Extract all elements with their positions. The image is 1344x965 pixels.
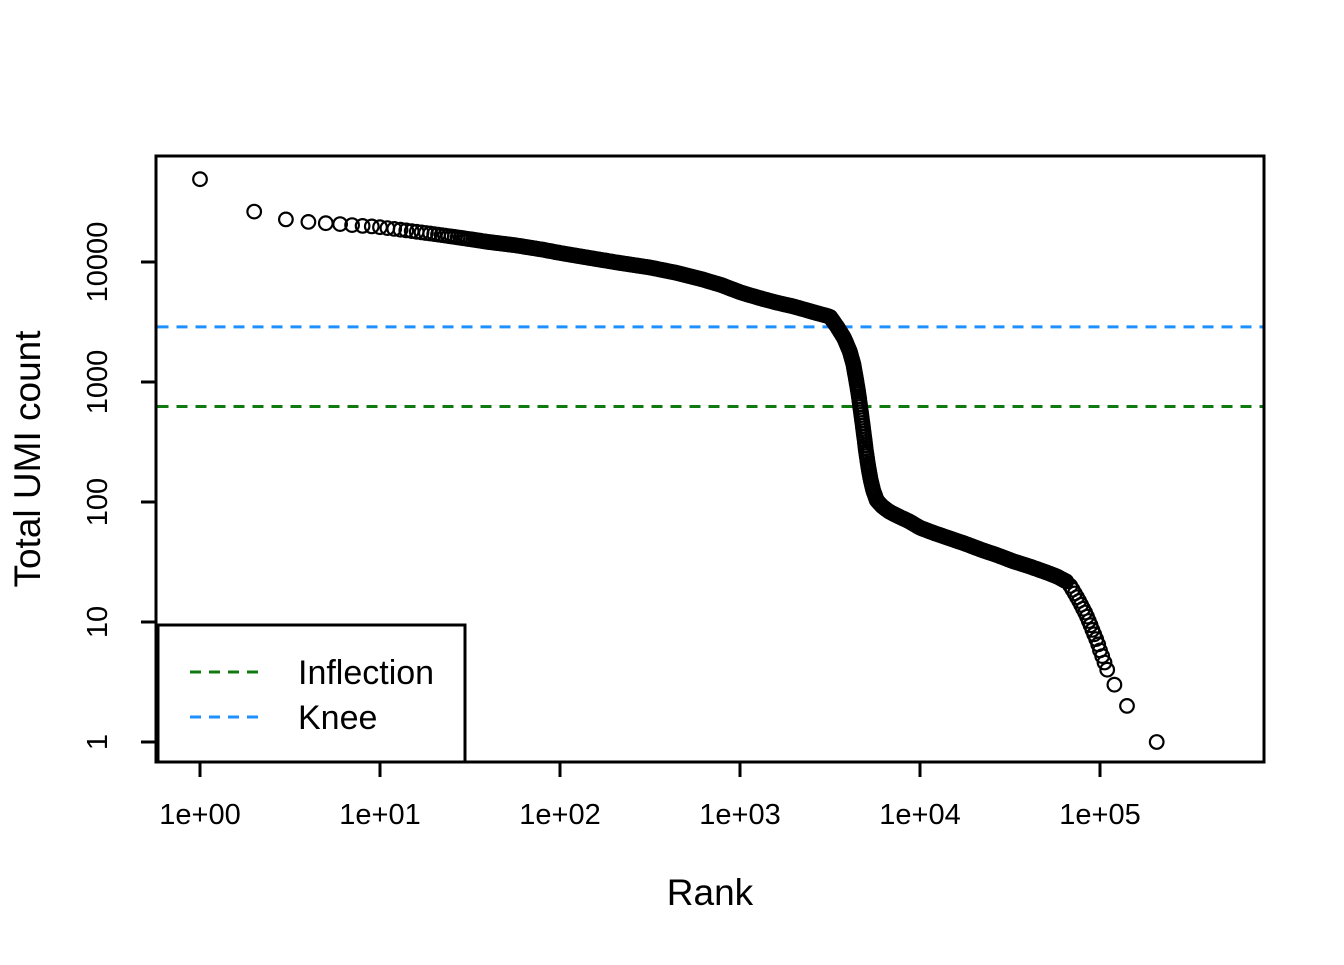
data-point bbox=[386, 220, 403, 237]
y-tick-label: 10 bbox=[82, 606, 114, 638]
y-axis-label: Total UMI count bbox=[7, 330, 48, 588]
reference-lines bbox=[157, 325, 1263, 408]
data-point bbox=[1106, 676, 1123, 693]
data-point bbox=[246, 203, 263, 220]
data-point bbox=[332, 216, 349, 233]
data-point bbox=[317, 215, 334, 232]
data-point bbox=[363, 218, 380, 235]
data-point bbox=[398, 222, 415, 239]
legend-box bbox=[156, 623, 467, 764]
x-tick-label: 1e+02 bbox=[519, 799, 600, 831]
legend-label-knee: Knee bbox=[298, 699, 377, 737]
data-point bbox=[1148, 734, 1165, 750]
legend: Inflection Knee bbox=[156, 623, 467, 764]
y-tick-label: 1 bbox=[82, 734, 114, 750]
x-tick-label: 1e+00 bbox=[159, 799, 240, 831]
x-tick-label: 1e+01 bbox=[339, 799, 420, 831]
x-tick-label: 1e+05 bbox=[1059, 799, 1140, 831]
plot-area-border bbox=[154, 154, 1266, 764]
legend-label-inflection: Inflection bbox=[298, 654, 434, 692]
data-point bbox=[278, 211, 294, 228]
data-point bbox=[192, 171, 208, 188]
x-tick-label: 1e+03 bbox=[699, 799, 780, 831]
y-axis: 1 10 100 1000 10000 bbox=[82, 222, 156, 750]
data-point bbox=[392, 221, 409, 238]
data-point bbox=[1096, 654, 1113, 671]
x-axis: 1e+00 1e+01 1e+02 1e+03 1e+04 1e+05 bbox=[159, 762, 1141, 831]
data-point bbox=[1119, 698, 1135, 714]
y-tick-label: 10000 bbox=[82, 222, 114, 303]
data-point bbox=[300, 213, 317, 230]
x-tick-label: 1e+04 bbox=[879, 799, 960, 831]
data-point bbox=[354, 217, 371, 234]
x-axis-label: Rank bbox=[667, 872, 754, 913]
y-tick-label: 100 bbox=[82, 478, 114, 526]
data-point bbox=[1099, 661, 1116, 678]
data-point bbox=[344, 217, 361, 234]
y-tick-label: 1000 bbox=[82, 350, 114, 415]
data-points bbox=[192, 171, 1165, 750]
